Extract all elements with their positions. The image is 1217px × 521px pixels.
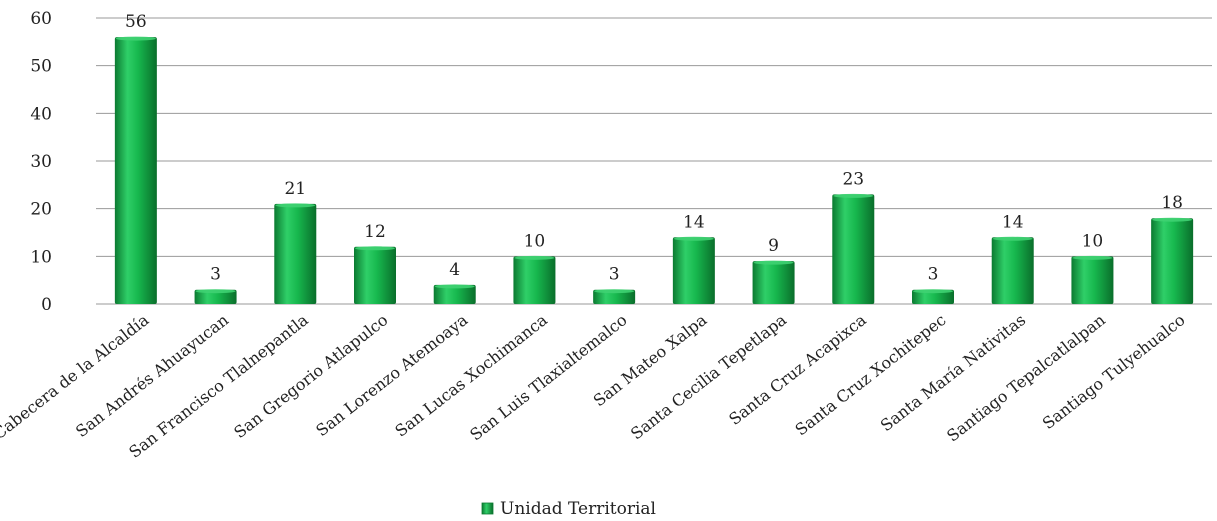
data-label: 14 xyxy=(683,212,705,232)
y-tick-label: 30 xyxy=(30,152,52,172)
bar-body xyxy=(593,289,636,304)
data-label: 9 xyxy=(768,236,779,256)
bar-top xyxy=(594,289,635,294)
bar xyxy=(672,236,715,304)
y-axis-ticks: 0 10 20 30 40 50 60 xyxy=(30,9,52,315)
bar xyxy=(1151,217,1194,304)
data-label: 10 xyxy=(1082,231,1104,251)
legend-swatch xyxy=(481,502,494,515)
x-category-label: Santa Cruz Acapixca xyxy=(725,310,870,429)
bar-body xyxy=(194,289,237,304)
legend-label: Unidad Territorial xyxy=(500,499,656,519)
data-label: 18 xyxy=(1161,193,1183,213)
data-label: 4 xyxy=(449,260,460,280)
bar-top xyxy=(753,260,794,265)
bar-body xyxy=(433,284,476,304)
bar-body xyxy=(114,37,157,305)
bar-top xyxy=(1152,217,1193,222)
bar-top xyxy=(673,236,714,241)
data-label: 3 xyxy=(609,265,620,285)
bar-top xyxy=(115,36,156,41)
bar-top xyxy=(992,236,1033,241)
data-label: 56 xyxy=(125,12,147,32)
bar xyxy=(991,236,1034,304)
bar xyxy=(1071,255,1114,304)
bar-body xyxy=(832,194,875,304)
x-category-label: Santiago Tepalcatlalpan xyxy=(943,310,1109,445)
bar-body xyxy=(912,289,954,304)
x-category-label: San Gregorio Atlapulco xyxy=(230,310,391,442)
bar-top xyxy=(355,246,395,251)
x-category-label: Santa María Nativitas xyxy=(877,310,1029,435)
y-tick-label: 0 xyxy=(41,295,52,315)
y-tick-label: 60 xyxy=(30,9,52,29)
bar-top xyxy=(434,284,475,289)
y-tick-label: 50 xyxy=(30,57,52,77)
bar-body xyxy=(752,261,795,304)
y-tick-label: 40 xyxy=(30,104,52,124)
bar xyxy=(274,203,317,304)
data-label: 21 xyxy=(284,179,306,199)
bar xyxy=(832,193,875,304)
x-category-label: San Andrés Ahuayucan xyxy=(72,310,232,441)
bar-top xyxy=(275,203,316,208)
bar-body xyxy=(1071,256,1114,304)
y-tick-label: 20 xyxy=(30,200,52,220)
data-label: 3 xyxy=(928,265,939,285)
data-label: 10 xyxy=(524,231,546,251)
bar-body xyxy=(354,246,396,304)
bar-top xyxy=(514,255,555,260)
bar xyxy=(114,36,157,305)
bar-top xyxy=(833,193,874,198)
x-category-label: Santiago Tulyehualco xyxy=(1039,310,1189,433)
data-label: 14 xyxy=(1002,212,1024,232)
x-category-label: San Luis Tlaxialtemalco xyxy=(466,310,630,444)
data-label: 23 xyxy=(842,169,864,189)
y-tick-label: 10 xyxy=(30,247,52,267)
bar-top xyxy=(195,289,236,294)
x-category-label: San Lucas Xochimanca xyxy=(391,310,551,441)
bar xyxy=(593,289,636,304)
bar-top xyxy=(1072,255,1113,260)
data-labels: 56 3 21 12 4 10 3 14 9 23 3 14 10 18 xyxy=(125,12,1183,285)
data-label: 12 xyxy=(364,222,386,242)
x-category-label: Santa Cruz Xochitepec xyxy=(792,310,950,439)
gridlines xyxy=(96,17,1212,305)
bar-top xyxy=(913,289,953,294)
bar-body xyxy=(513,256,556,304)
x-category-label: Santa Cecilia Tepetlapa xyxy=(627,310,790,443)
bar xyxy=(354,246,396,304)
bar-body xyxy=(1151,218,1194,304)
bar xyxy=(194,289,237,304)
x-category-label: San Lorenzo Atemoaya xyxy=(312,310,471,440)
bar-body xyxy=(672,237,715,304)
bar xyxy=(752,260,795,304)
bars xyxy=(114,36,1194,305)
bar-body xyxy=(274,203,317,304)
bar xyxy=(513,255,556,304)
bar xyxy=(912,289,954,304)
bar-body xyxy=(991,237,1034,304)
data-label: 3 xyxy=(210,265,221,285)
bar xyxy=(433,284,476,304)
legend: Unidad Territorial xyxy=(481,499,656,519)
